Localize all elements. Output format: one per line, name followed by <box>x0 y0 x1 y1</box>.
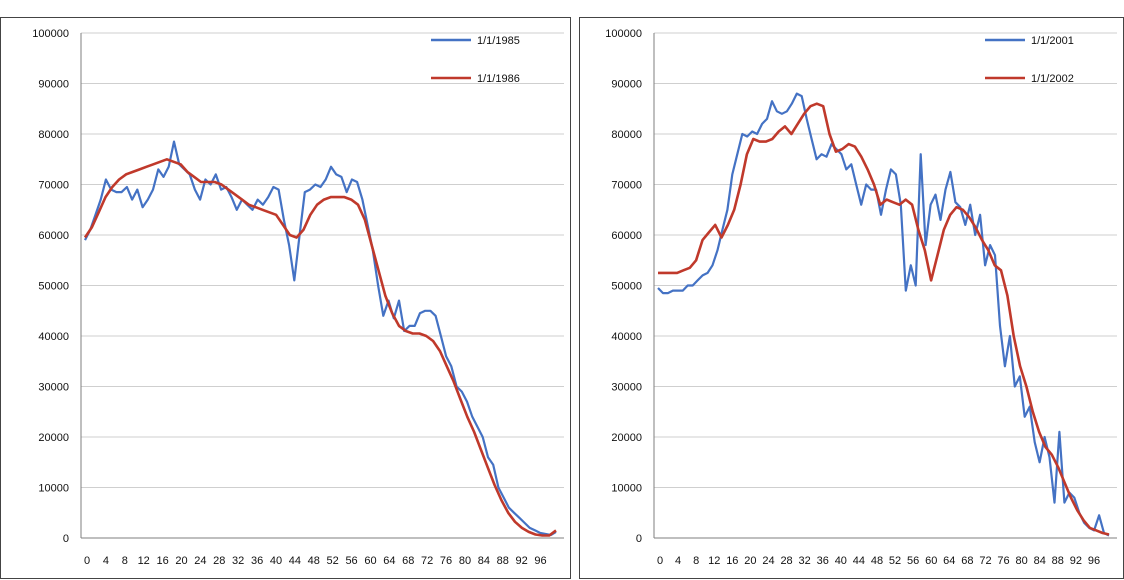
y-tick-label: 70000 <box>38 180 69 192</box>
series-line-a <box>84 140 557 537</box>
y-tick-label: 90000 <box>611 79 642 91</box>
x-tick-label: 68 <box>961 555 973 567</box>
x-tick-label: 64 <box>383 555 395 567</box>
y-tick-label: 100000 <box>605 28 642 40</box>
x-tick-label: 84 <box>1034 555 1046 567</box>
x-tick-label: 72 <box>421 555 433 567</box>
x-tick-label: 92 <box>1070 555 1082 567</box>
series-line-b <box>83 158 557 537</box>
x-tick-label: 60 <box>364 555 376 567</box>
x-tick-label: 4 <box>675 555 681 567</box>
chart-panel-right: 0 10000 20000 30000 40000 50000 60000 70000 8000… <box>579 17 1124 579</box>
x-tick-label: 40 <box>835 555 847 567</box>
x-tick-label: 36 <box>251 555 263 567</box>
x-tick-label: 68 <box>402 555 414 567</box>
x-tick-label: 28 <box>780 555 792 567</box>
x-tick-label: 28 <box>213 555 225 567</box>
y-tick-label: 40000 <box>38 331 69 343</box>
x-tick-label: 72 <box>979 555 991 567</box>
x-tick-label: 44 <box>289 555 301 567</box>
y-tick-label: 70000 <box>611 180 642 192</box>
y-tick-label: 100000 <box>32 28 69 40</box>
x-tick-label: 60 <box>925 555 937 567</box>
x-tick-label: 4 <box>103 555 109 567</box>
x-tick-label: 36 <box>817 555 829 567</box>
legend-label: 1/1/2001 <box>1031 35 1074 47</box>
x-tick-label: 8 <box>122 555 128 567</box>
x-tick-label: 80 <box>459 555 471 567</box>
x-tick-label: 92 <box>516 555 528 567</box>
x-tick-label: 40 <box>270 555 282 567</box>
x-tick-label: 0 <box>657 555 663 567</box>
y-tick-label: 10000 <box>38 483 69 495</box>
x-tick-label: 76 <box>997 555 1009 567</box>
legend-label: 1/1/2002 <box>1031 73 1074 85</box>
x-tick-label: 48 <box>871 555 883 567</box>
y-tick-label: 0 <box>636 533 642 545</box>
y-tick-label: 80000 <box>611 129 642 141</box>
x-tick-label: 64 <box>943 555 955 567</box>
x-tick-label: 56 <box>345 555 357 567</box>
x-tick-label: 0 <box>84 555 90 567</box>
x-tick-label: 84 <box>478 555 490 567</box>
x-tick-label: 12 <box>708 555 720 567</box>
x-tick-label: 56 <box>907 555 919 567</box>
page-title <box>0 0 1124 10</box>
x-tick-label: 76 <box>440 555 452 567</box>
y-tick-label: 50000 <box>38 281 69 293</box>
x-tick-label: 80 <box>1016 555 1028 567</box>
y-tick-label: 0 <box>63 533 69 545</box>
y-tick-label: 60000 <box>611 230 642 242</box>
series-line-a <box>657 92 1110 537</box>
chart-panel-left: 0 10000 20000 30000 40000 50000 60000 70000 8000… <box>0 17 571 579</box>
y-tick-label: 10000 <box>611 483 642 495</box>
x-tick-label: 52 <box>327 555 339 567</box>
y-tick-label: 80000 <box>38 129 69 141</box>
y-tick-label: 20000 <box>38 432 69 444</box>
legend-label: 1/1/1986 <box>477 73 520 85</box>
x-tick-label: 32 <box>232 555 244 567</box>
x-tick-label: 20 <box>744 555 756 567</box>
x-tick-label: 96 <box>1088 555 1100 567</box>
y-tick-label: 60000 <box>38 230 69 242</box>
x-tick-label: 88 <box>497 555 509 567</box>
x-tick-label: 24 <box>762 555 774 567</box>
y-tick-label: 30000 <box>611 382 642 394</box>
x-tick-label: 32 <box>799 555 811 567</box>
y-tick-label: 30000 <box>38 382 69 394</box>
x-tick-label: 88 <box>1052 555 1064 567</box>
x-tick-label: 96 <box>534 555 546 567</box>
legend-label: 1/1/1985 <box>477 35 520 47</box>
x-tick-label: 16 <box>156 555 168 567</box>
x-tick-label: 16 <box>726 555 738 567</box>
y-tick-label: 40000 <box>611 331 642 343</box>
x-tick-label: 52 <box>889 555 901 567</box>
y-tick-label: 20000 <box>611 432 642 444</box>
x-tick-label: 48 <box>308 555 320 567</box>
line-chart-2001-2002: 0 10000 20000 30000 40000 50000 60000 70000 8000… <box>605 28 1117 567</box>
x-tick-label: 12 <box>138 555 150 567</box>
x-tick-label: 24 <box>194 555 206 567</box>
series-line-b <box>658 102 1110 536</box>
x-tick-label: 20 <box>175 555 187 567</box>
x-tick-label: 8 <box>693 555 699 567</box>
y-tick-label: 50000 <box>611 281 642 293</box>
y-tick-label: 90000 <box>38 79 69 91</box>
x-tick-label: 44 <box>853 555 865 567</box>
line-chart-1985-1986: 0 10000 20000 30000 40000 50000 60000 70000 8000… <box>32 28 564 567</box>
